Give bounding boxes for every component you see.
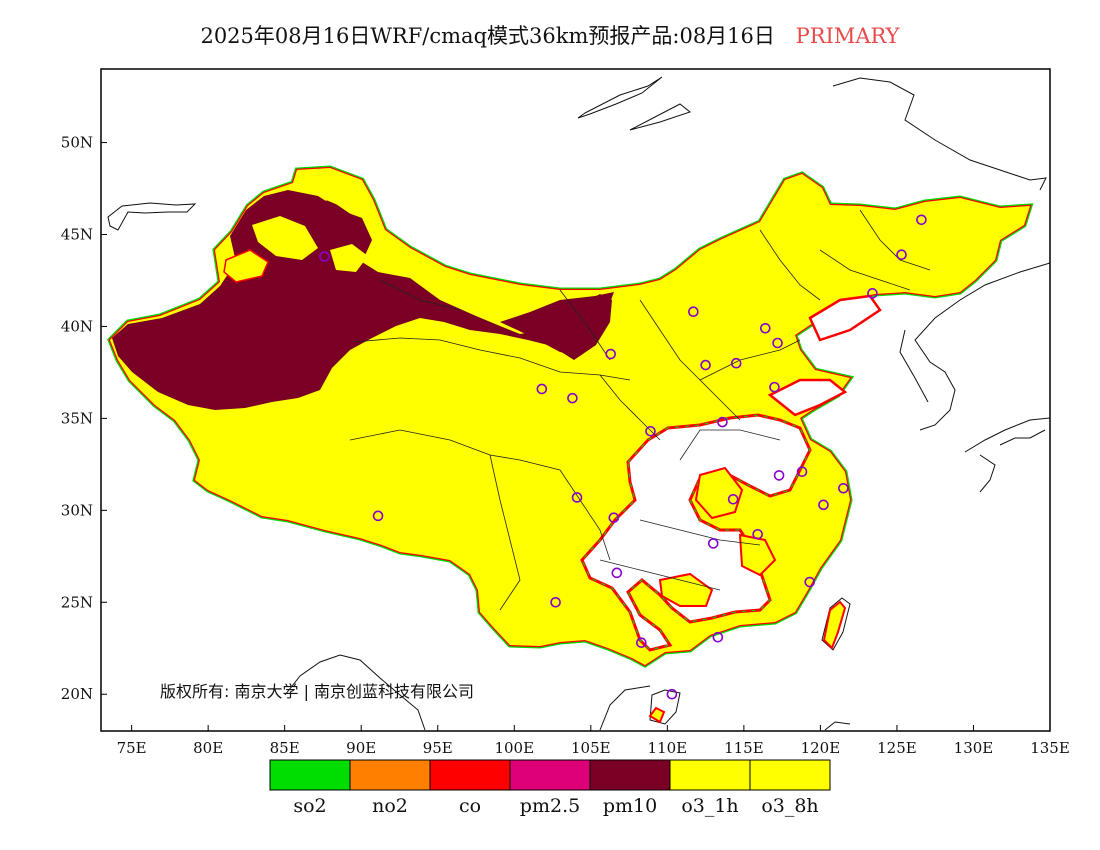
o3-pocket-2 [223,249,269,283]
city-station-marker [727,493,739,505]
x-tick-label: 100E [494,739,534,757]
y-tick-label: 50N [61,134,93,152]
city-station-marker [838,482,849,494]
clean-region-ne [767,378,848,417]
o3-pocket-4 [310,178,372,214]
coastline-layer [107,76,1050,731]
city-station-marker [700,359,711,371]
legend-swatch [269,759,351,791]
taiwan-o3 [822,600,847,650]
city-station-marker [608,512,620,523]
city-station-marker [636,637,647,649]
legend: so2 no2 co pm2.5 pm10 o3_1h o3_8h [269,759,831,817]
y-tick-label: 35N [61,409,93,427]
pm10-patch-inner [500,292,614,356]
y-axis: 20N 25N 30N 35N 40N 45N 50N [61,134,107,703]
x-tick-label: 95E [423,739,453,757]
city-station-marker [818,499,829,511]
o3-pocket-jiangxi [694,466,744,520]
legend-label: so2 [293,795,326,817]
province-boundaries [349,209,931,611]
pm10-region [112,190,612,410]
city-station-marker [666,688,678,700]
city-station-marker [319,251,330,262]
legend-label: co [459,795,481,817]
x-tick-label: 85E [270,739,300,757]
x-tick-label: 110E [648,739,688,757]
city-station-marker [372,510,384,522]
legend-swatch [429,759,511,791]
o3-pocket-guangxi [658,572,714,607]
y-tick-label: 40N [61,317,93,335]
title-tag: PRIMARY [795,24,900,48]
legend-swatch [669,759,751,791]
title-main: 2025年08月16日WRF/cmaq模式36km预报产品:08月16日 [200,24,775,48]
x-tick-label: 130E [954,739,994,757]
city-station-marker [645,425,656,437]
city-station-marker [896,249,907,261]
city-station-marker [730,357,742,369]
city-station-marker [759,322,771,334]
city-station-marker [804,576,815,588]
clean-region-liaoning [808,294,882,342]
city-station-marker [773,470,785,481]
legend-label: o3_1h [681,795,738,817]
x-tick-label: 90E [346,739,376,757]
x-tick-label: 80E [193,739,223,757]
x-axis: 75E 80E 85E 90E 95E 100E 105E 110E 115E 120E 125E 1… [117,725,1070,757]
x-tick-label: 75E [117,739,147,757]
city-station-marker [796,466,808,478]
city-station-marker [916,214,927,226]
y-tick-label: 20N [61,685,93,703]
city-station-marker [752,528,763,540]
o3-pocket-3 [330,244,368,272]
city-station-marker [571,492,583,503]
legend-label: o3_8h [761,795,818,817]
pm10-patch-north [300,200,352,235]
city-station-marker [769,381,780,393]
city-station-marker [772,337,783,349]
city-station-marker [712,631,724,643]
legend-swatch [589,759,671,791]
o3-pocket-1 [252,216,318,260]
city-station-marker [550,596,561,608]
y-tick-label: 45N [61,226,93,244]
city-station-marker [707,538,719,549]
x-tick-label: 115E [724,739,764,757]
city-station-marker [536,383,548,395]
city-station-marker [688,306,699,318]
y-tick-label: 30N [61,501,93,519]
city-station-marker [567,392,578,404]
clean-region-edge-green [581,414,811,651]
legend-label: no2 [372,795,408,817]
copyright-text: 版权所有: 南京大学 | 南京创蓝科技有限公司 [160,682,474,701]
map-title: 2025年08月16日WRF/cmaq模式36km预报产品:08月16日 PRI… [0,20,1100,50]
city-station-marker [605,348,617,360]
x-tick-label: 120E [801,739,841,757]
map-layers [107,76,1050,731]
x-tick-label: 105E [571,739,611,757]
city-station-marker [611,567,623,579]
legend-label: pm10 [603,795,657,817]
y-tick-label: 25N [61,593,93,611]
legend-swatch [509,759,591,791]
x-tick-label: 135E [1030,739,1070,757]
x-tick-label: 125E [877,739,917,757]
legend-label: pm2.5 [520,795,580,817]
city-station-marker [717,416,728,428]
legend-swatch [349,759,431,791]
legend-swatch [749,759,831,791]
station-markers [319,214,927,700]
map-frame [100,68,1051,732]
o3-pocket-fujian [738,533,777,577]
hainan-o3 [648,706,666,724]
city-station-marker [867,288,878,299]
